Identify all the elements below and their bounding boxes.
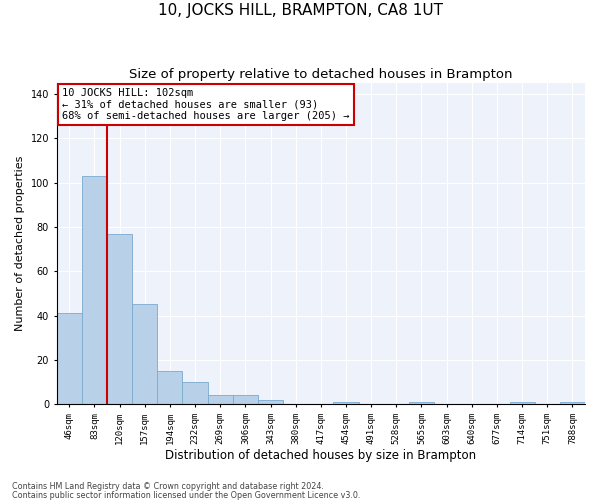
Bar bbox=[107, 234, 132, 404]
X-axis label: Distribution of detached houses by size in Brampton: Distribution of detached houses by size … bbox=[165, 450, 476, 462]
Bar bbox=[409, 402, 434, 404]
Bar bbox=[82, 176, 107, 404]
Bar bbox=[56, 314, 82, 404]
Bar bbox=[132, 304, 157, 404]
Bar bbox=[208, 395, 233, 404]
Bar bbox=[258, 400, 283, 404]
Bar bbox=[560, 402, 585, 404]
Bar bbox=[509, 402, 535, 404]
Bar bbox=[157, 371, 182, 404]
Text: 10 JOCKS HILL: 102sqm
← 31% of detached houses are smaller (93)
68% of semi-deta: 10 JOCKS HILL: 102sqm ← 31% of detached … bbox=[62, 88, 349, 121]
Title: Size of property relative to detached houses in Brampton: Size of property relative to detached ho… bbox=[129, 68, 512, 80]
Y-axis label: Number of detached properties: Number of detached properties bbox=[15, 156, 25, 331]
Bar bbox=[334, 402, 359, 404]
Text: 10, JOCKS HILL, BRAMPTON, CA8 1UT: 10, JOCKS HILL, BRAMPTON, CA8 1UT bbox=[157, 2, 443, 18]
Text: Contains public sector information licensed under the Open Government Licence v3: Contains public sector information licen… bbox=[12, 490, 361, 500]
Bar bbox=[182, 382, 208, 404]
Text: Contains HM Land Registry data © Crown copyright and database right 2024.: Contains HM Land Registry data © Crown c… bbox=[12, 482, 324, 491]
Bar bbox=[233, 395, 258, 404]
